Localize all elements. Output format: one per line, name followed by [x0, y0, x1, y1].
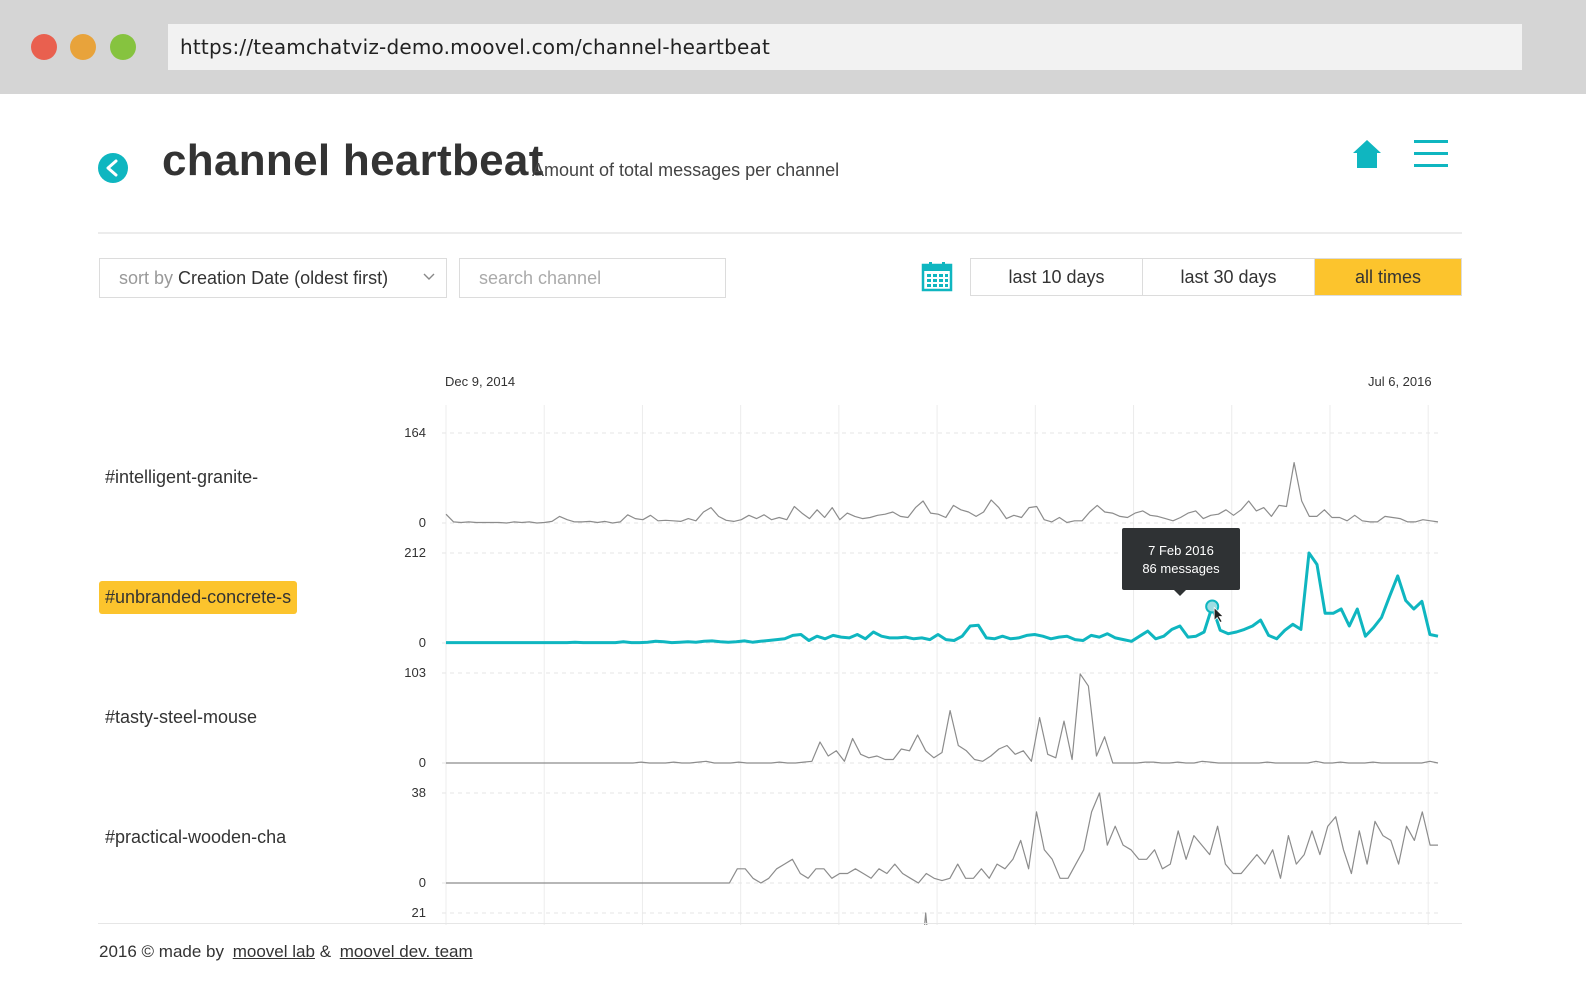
sort-prefix: sort by — [119, 268, 174, 288]
series-line-1[interactable] — [446, 551, 1439, 645]
home-icon — [1353, 140, 1381, 168]
y-max-label: 38 — [411, 785, 426, 800]
maximize-window-button[interactable] — [110, 34, 136, 60]
footer-separator: & — [319, 942, 332, 961]
hamburger-menu-icon[interactable] — [1414, 140, 1448, 168]
tooltip-messages: 86 messages — [1142, 561, 1220, 576]
footer: 2016 © made by moovel lab & moovel dev. … — [99, 942, 473, 962]
sort-value: Creation Date (oldest first) — [178, 268, 389, 288]
series-line-0[interactable] — [445, 461, 1439, 524]
page-title: channel heartbeat — [162, 136, 544, 185]
y-max-label: 21 — [411, 905, 426, 920]
footer-divider — [98, 923, 1462, 924]
page-subtitle: Amount of total messages per channel — [532, 160, 840, 180]
minimize-window-button[interactable] — [70, 34, 96, 60]
y-max-label: 212 — [404, 545, 426, 560]
chevron-left-icon — [106, 159, 118, 177]
y-min-label: 0 — [418, 875, 426, 890]
chevron-down-icon — [423, 273, 435, 280]
channel-label[interactable]: #practical-wooden-cha — [105, 827, 287, 847]
calendar-icon — [921, 262, 953, 292]
y-min-label: 0 — [418, 515, 426, 530]
channel-label[interactable]: #intelligent-granite- — [105, 467, 259, 487]
channel-label[interactable]: #tasty-steel-mouse — [105, 707, 258, 727]
calendar-button[interactable] — [921, 262, 953, 292]
range-last-10-days[interactable]: last 10 days — [971, 259, 1143, 295]
close-window-button[interactable] — [31, 34, 57, 60]
y-min-label: 0 — [418, 755, 426, 770]
address-bar[interactable]: https://teamchatviz-demo.moovel.com/chan… — [168, 24, 1522, 70]
y-max-label: 103 — [404, 665, 426, 680]
footer-prefix: 2016 © made by — [99, 942, 224, 961]
channel-label[interactable]: #unbranded-concrete-s — [99, 581, 298, 614]
sort-dropdown[interactable]: sort by Creation Date (oldest first) — [99, 258, 447, 298]
series-line-2[interactable] — [446, 673, 1439, 764]
x-end-label: Jul 6, 2016 — [1368, 374, 1432, 389]
heartbeat-chart — [442, 405, 1439, 925]
back-button[interactable] — [98, 153, 128, 183]
date-range-toggle: last 10 days last 30 days all times — [970, 258, 1462, 296]
home-button[interactable] — [1352, 138, 1382, 170]
moovel-dev-team-link[interactable]: moovel dev. team — [339, 942, 473, 961]
moovel-lab-link[interactable]: moovel lab — [232, 942, 315, 961]
tooltip-date: 7 Feb 2016 — [1148, 543, 1214, 558]
header-divider — [98, 232, 1462, 234]
y-max-label: 164 — [404, 425, 426, 440]
tooltip-arrow — [1173, 589, 1187, 596]
mouse-cursor-icon — [1213, 606, 1225, 624]
data-point-tooltip: 7 Feb 2016 86 messages — [1122, 528, 1240, 590]
series-line-3[interactable] — [446, 792, 1438, 884]
y-min-label: 0 — [418, 635, 426, 650]
x-start-label: Dec 9, 2014 — [445, 374, 516, 389]
range-all-times[interactable]: all times — [1315, 259, 1461, 295]
search-channel-input[interactable] — [459, 258, 726, 298]
browser-chrome: https://teamchatviz-demo.moovel.com/chan… — [0, 0, 1586, 94]
range-last-30-days[interactable]: last 30 days — [1143, 259, 1315, 295]
